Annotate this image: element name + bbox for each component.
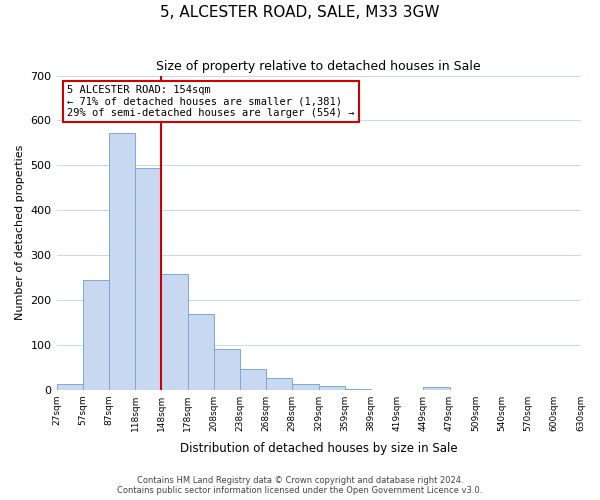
- Bar: [109, 132, 135, 390]
- Bar: [135, 168, 161, 390]
- Text: 5 ALCESTER ROAD: 154sqm
← 71% of detached houses are smaller (1,381)
29% of semi: 5 ALCESTER ROAD: 154sqm ← 71% of detache…: [67, 85, 355, 118]
- Bar: [240, 368, 266, 390]
- Bar: [161, 274, 188, 390]
- Bar: [319, 386, 345, 390]
- Bar: [214, 350, 240, 390]
- Bar: [188, 314, 214, 390]
- Bar: [83, 280, 109, 390]
- Title: Size of property relative to detached houses in Sale: Size of property relative to detached ho…: [156, 60, 481, 73]
- Bar: [266, 378, 292, 390]
- Y-axis label: Number of detached properties: Number of detached properties: [15, 145, 25, 320]
- X-axis label: Distribution of detached houses by size in Sale: Distribution of detached houses by size …: [180, 442, 457, 455]
- Bar: [424, 388, 449, 390]
- Bar: [56, 384, 83, 390]
- Text: Contains HM Land Registry data © Crown copyright and database right 2024.
Contai: Contains HM Land Registry data © Crown c…: [118, 476, 482, 495]
- Bar: [345, 389, 371, 390]
- Text: 5, ALCESTER ROAD, SALE, M33 3GW: 5, ALCESTER ROAD, SALE, M33 3GW: [160, 5, 440, 20]
- Bar: [292, 384, 319, 390]
